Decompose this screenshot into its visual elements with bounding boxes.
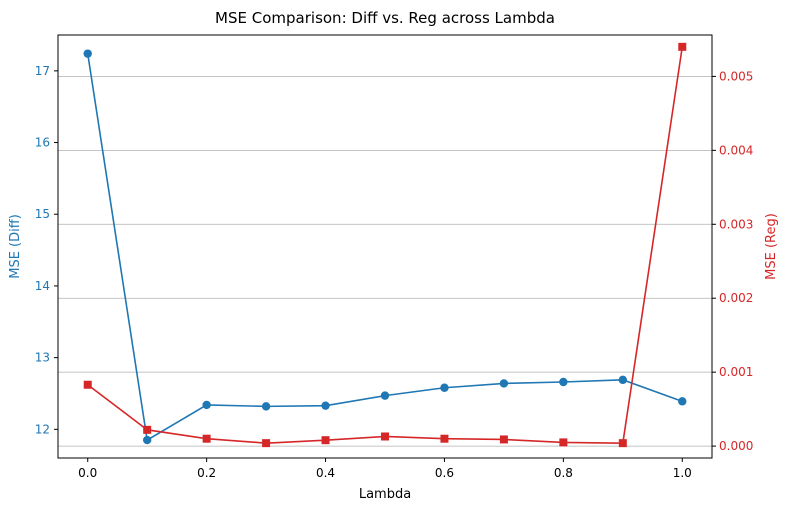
data-point-left [678, 397, 686, 405]
x-tick-label: 1.0 [673, 466, 692, 480]
y-left-tick-label: 13 [35, 351, 50, 365]
y-left-tick-label: 12 [35, 422, 50, 436]
series-line-right [88, 47, 683, 443]
y-left-tick-label: 14 [35, 279, 50, 293]
chart-title: MSE Comparison: Diff vs. Reg across Lamb… [215, 9, 555, 27]
series-right [84, 43, 687, 447]
x-tick-label: 0.6 [435, 466, 454, 480]
data-point-left [440, 384, 448, 392]
y-right-tick-label: 0.003 [719, 217, 753, 231]
y-right-tick-label: 0.001 [719, 365, 753, 379]
y-left-tick-label: 16 [35, 136, 50, 150]
y-axis-left-label: MSE (Diff) [8, 214, 23, 279]
x-axis: 0.0 0.2 0.4 0.6 0.8 1.0 [78, 458, 692, 480]
data-point-left [500, 379, 508, 387]
data-point-right [143, 426, 151, 434]
data-point-right [678, 43, 686, 51]
data-point-left [143, 436, 151, 444]
y-left-tick-label: 17 [35, 64, 50, 78]
y-right-tick-label: 0.002 [719, 291, 753, 305]
series-left [84, 49, 687, 444]
data-point-left [381, 391, 389, 399]
data-point-left [321, 401, 329, 409]
data-point-right [262, 439, 270, 447]
data-point-left [559, 378, 567, 386]
series-line-left [88, 54, 683, 440]
y-right-tick-label: 0.005 [719, 69, 753, 83]
data-point-right [500, 435, 508, 443]
data-point-right [619, 439, 627, 447]
x-tick-label: 0.4 [316, 466, 335, 480]
data-point-left [202, 401, 210, 409]
data-point-right [381, 432, 389, 440]
x-tick-label: 0.0 [78, 466, 97, 480]
data-point-right [203, 435, 211, 443]
x-tick-label: 0.2 [197, 466, 216, 480]
y-axis-right: 0.000 0.001 0.002 0.003 0.004 0.005 [712, 69, 753, 453]
data-point-right [440, 435, 448, 443]
grid-lines [58, 76, 712, 446]
data-point-left [262, 402, 270, 410]
y-left-tick-label: 15 [35, 207, 50, 221]
data-point-left [84, 49, 92, 57]
x-tick-label: 0.8 [554, 466, 573, 480]
y-right-tick-label: 0.000 [719, 439, 753, 453]
data-point-left [619, 376, 627, 384]
data-point-right [559, 438, 567, 446]
y-axis-right-label: MSE (Reg) [764, 213, 779, 280]
data-point-right [84, 381, 92, 389]
series-layer [84, 43, 687, 447]
data-point-right [322, 436, 330, 444]
y-axis-left: 12 13 14 15 16 17 [35, 64, 58, 436]
y-right-tick-label: 0.004 [719, 143, 753, 157]
x-axis-label: Lambda [359, 487, 411, 502]
